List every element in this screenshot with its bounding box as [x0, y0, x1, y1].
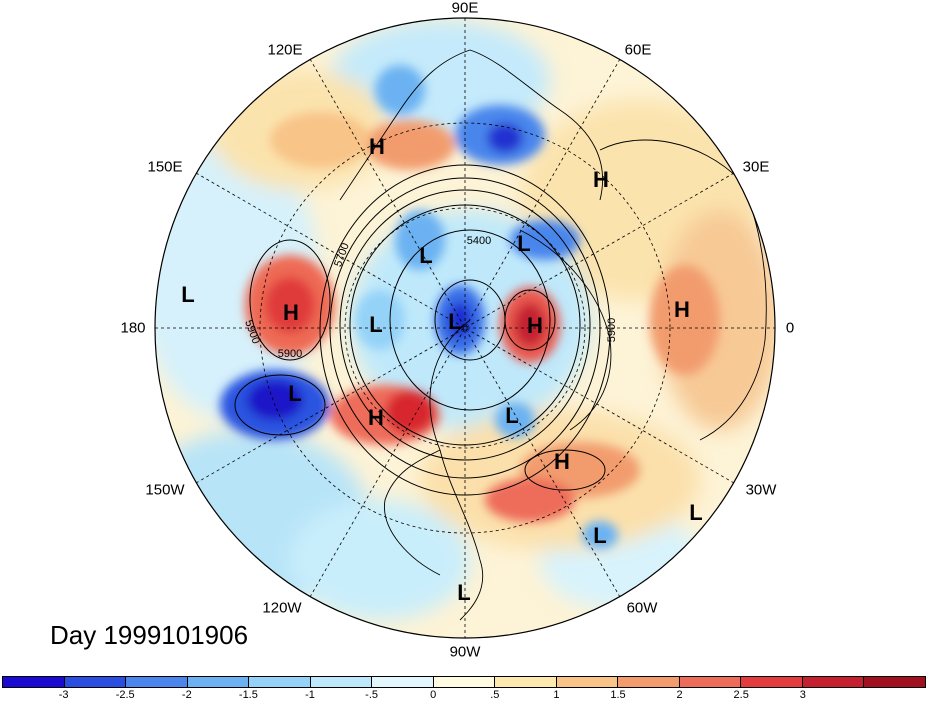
colorbar-tick-label: .5 [490, 689, 500, 701]
lon-label-150w: 150W [145, 481, 185, 499]
pressure-center-low: L [457, 580, 471, 605]
pressure-center-low: L [288, 381, 302, 406]
pressure-center-low: L [448, 309, 462, 334]
colorbar-tick-label: -.5 [365, 689, 379, 701]
colorbar-swatch [495, 677, 557, 687]
colorbar-tick-label: -2 [181, 689, 192, 701]
pressure-center-high: H [369, 134, 385, 159]
lon-label-30e: 30E [742, 158, 770, 176]
colorbar-tick-label: 2 [676, 689, 683, 701]
lon-label-30w: 30W [745, 481, 777, 499]
contour-label: 5900 [606, 317, 618, 343]
pressure-center-low: L [181, 282, 195, 307]
pressure-center-high: H [283, 300, 299, 325]
colorbar-tick-label: 1.5 [610, 689, 626, 701]
colorbar-swatch [433, 677, 496, 687]
graticule [155, 18, 775, 638]
colorbar [2, 676, 926, 688]
pressure-center-high: H [593, 167, 609, 192]
colorbar-swatch [310, 677, 373, 687]
colorbar-tick-label: -3 [58, 689, 69, 701]
colorbar-swatch [64, 677, 127, 687]
colorbar-swatch [864, 677, 925, 687]
colorbar-swatch [556, 677, 619, 687]
pressure-center-high: H [527, 313, 543, 338]
colorbar-swatch [187, 677, 250, 687]
map-boundary [154, 17, 776, 639]
lon-label-90e: 90E [451, 0, 479, 17]
pressure-center-low: L [689, 500, 703, 525]
colorbar-swatch [802, 677, 865, 687]
colorbar-swatch [679, 677, 742, 687]
lon-label-60e: 60E [624, 41, 652, 59]
pressure-center-low: L [419, 243, 433, 268]
pressure-center-high: H [554, 449, 570, 474]
lon-label-90w: 90W [449, 643, 481, 661]
lon-label-0: 0 [785, 319, 795, 337]
colorbar-swatch [3, 677, 65, 687]
lon-label-60w: 60W [626, 599, 658, 617]
colorbar-swatch [249, 677, 311, 687]
pressure-center-low: L [505, 403, 519, 428]
colorbar-swatch [741, 677, 803, 687]
map-title: Day 1999101906 [50, 620, 249, 650]
colorbar-tick-label: -1 [305, 689, 315, 701]
lon-label-180: 180 [120, 319, 146, 337]
colorbar-tick-label: -1.5 [238, 689, 258, 701]
colorbar-swatch [618, 677, 680, 687]
colorbar-tick-label: -2.5 [115, 689, 135, 701]
colorbar-tick-label: 1 [553, 689, 560, 701]
colorbar-swatch [372, 677, 434, 687]
contour-label: 5400 [466, 235, 492, 247]
pressure-center-high: H [674, 297, 690, 322]
pressure-center-low: L [593, 523, 607, 548]
lon-label-120w: 120W [262, 599, 302, 617]
lon-label-120e: 120E [267, 41, 303, 59]
contour-label: 5900 [277, 348, 303, 360]
colorbar-tick-label: 2.5 [733, 689, 749, 701]
colorbar-tick-label: 3 [799, 689, 806, 701]
lon-label-150e: 150E [147, 158, 183, 176]
pressure-center-low: L [369, 312, 383, 337]
colorbar-swatch [126, 677, 188, 687]
pressure-center-low: L [517, 231, 531, 256]
colorbar-tick-label: 0 [430, 689, 437, 701]
pressure-center-high: H [368, 405, 384, 430]
